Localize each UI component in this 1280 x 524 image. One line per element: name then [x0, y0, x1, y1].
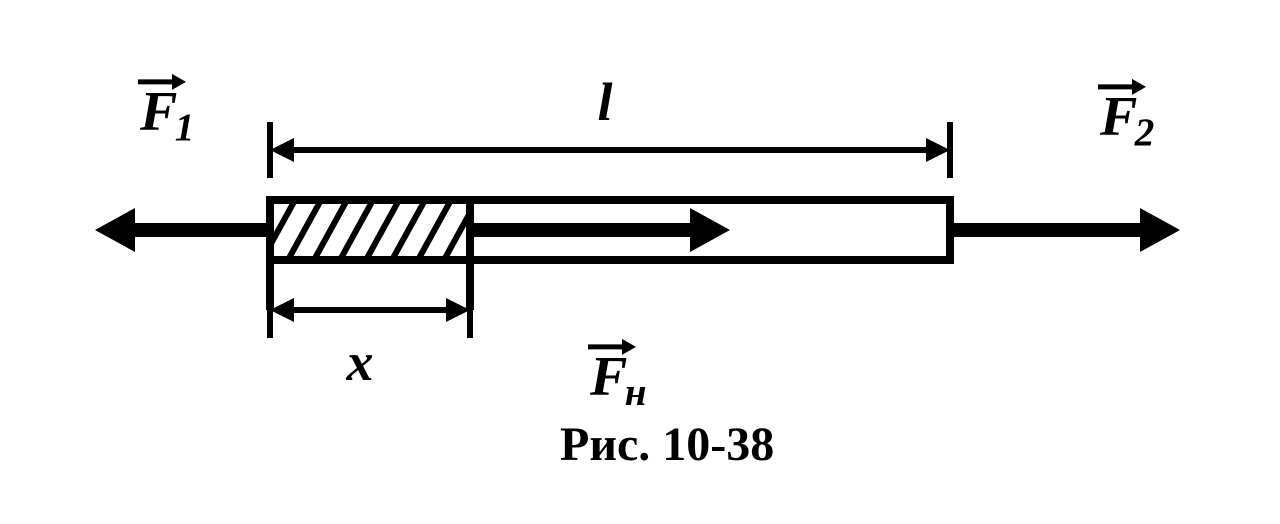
force-F2-arrow — [950, 208, 1180, 252]
label-F1: F1 — [138, 74, 194, 149]
label-x: x — [346, 332, 374, 392]
label-F1-subscript: 1 — [175, 106, 195, 149]
figure-caption: Рис. 10-38 — [560, 418, 774, 471]
label-F2: F2 — [1098, 79, 1154, 154]
label-F2-base: F — [1099, 86, 1137, 148]
label-F1-base: F — [139, 81, 177, 143]
label-F2-subscript: 2 — [1134, 111, 1155, 154]
force-F1-arrow — [95, 208, 270, 252]
label-l: l — [597, 72, 612, 132]
dimension-x — [270, 282, 470, 338]
label-Fn-subscript: н — [625, 371, 647, 414]
label-Fn: Fн — [588, 339, 646, 414]
label-Fn-base: F — [589, 346, 627, 408]
physics-diagram: lxF1F2FнРис. 10-38 — [0, 0, 1280, 524]
